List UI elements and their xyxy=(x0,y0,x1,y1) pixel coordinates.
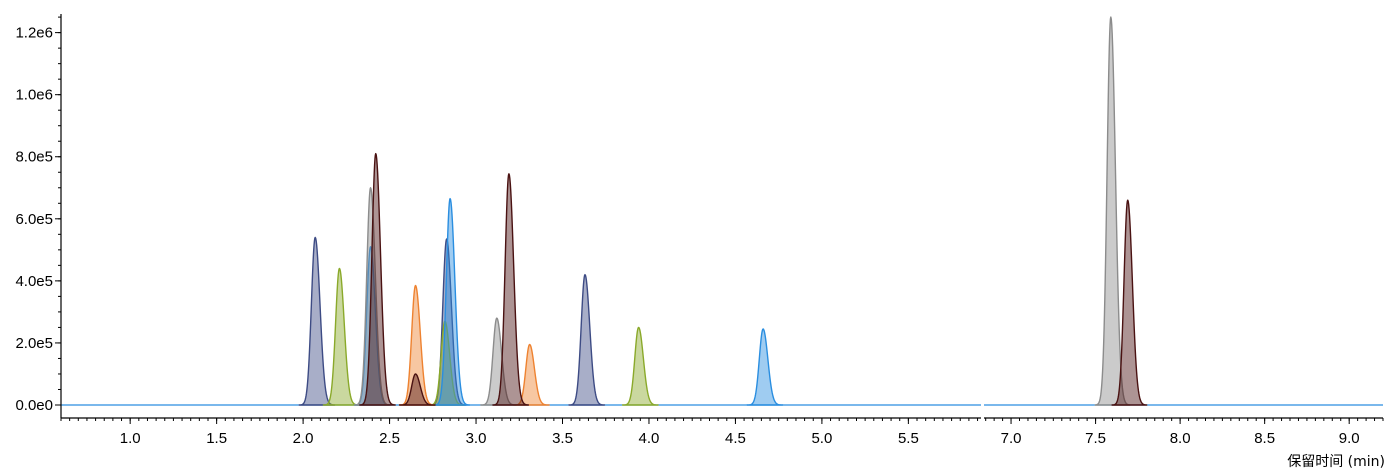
x-tick-label: 5.5 xyxy=(898,430,919,447)
peak-gray-1 xyxy=(353,187,391,406)
x-tick-label: 7.5 xyxy=(1085,430,1106,447)
peak-orange-1 xyxy=(398,284,436,406)
peak-gray-3 xyxy=(1094,16,1131,406)
x-tick-label: 9.0 xyxy=(1339,430,1360,447)
y-tick-label: 1.0e6 xyxy=(15,87,53,104)
x-tick-label: 3.0 xyxy=(466,430,487,447)
x-tick-label: 3.5 xyxy=(552,430,573,447)
x-tick-label: 1.5 xyxy=(206,430,227,447)
x-tick-label: 7.0 xyxy=(1001,430,1022,447)
x-tick-label: 4.0 xyxy=(639,430,660,447)
y-tick-label: 8.0e5 xyxy=(15,149,53,166)
peak-navy-3 xyxy=(568,273,606,406)
x-tick-label: 8.5 xyxy=(1254,430,1275,447)
axes-layer: 0.0e0 2.0e5 4.0e5 6.0e5 8.0e5 1.0e6 1.2e6 1.0 1.… xyxy=(15,14,1384,447)
peaks-layer xyxy=(61,16,1383,406)
peak-gray-2 xyxy=(480,317,517,406)
x-tick-label: 4.5 xyxy=(725,430,746,447)
x-tick-label: 2.5 xyxy=(379,430,400,447)
y-tick-label: 2.0e5 xyxy=(15,335,53,352)
peak-blue-2 xyxy=(433,197,471,406)
x-tick-label: 5.0 xyxy=(811,430,832,447)
peak-navy-1 xyxy=(298,236,336,406)
peak-maroon-1 xyxy=(359,152,396,406)
x-axis-title: 保留时间 (min) xyxy=(1287,454,1385,470)
x-tick-label: 2.0 xyxy=(293,430,314,447)
y-tick-label: 0.0e0 xyxy=(15,397,53,414)
peak-maroon-2 xyxy=(398,373,436,406)
peak-maroon-3 xyxy=(492,173,530,406)
peak-orange-2 xyxy=(512,343,550,406)
y-tick-label: 6.0e5 xyxy=(15,211,53,228)
x-tick-label: 8.0 xyxy=(1170,430,1191,447)
peak-maroon-4 xyxy=(1111,199,1148,406)
y-tick-label: 1.2e6 xyxy=(15,25,53,42)
y-tick-label: 4.0e5 xyxy=(15,273,53,290)
peak-blue-3 xyxy=(746,328,784,406)
x-tick-label: 1.0 xyxy=(120,430,141,447)
peak-olive-1 xyxy=(322,267,360,406)
peak-olive-3 xyxy=(621,326,659,406)
